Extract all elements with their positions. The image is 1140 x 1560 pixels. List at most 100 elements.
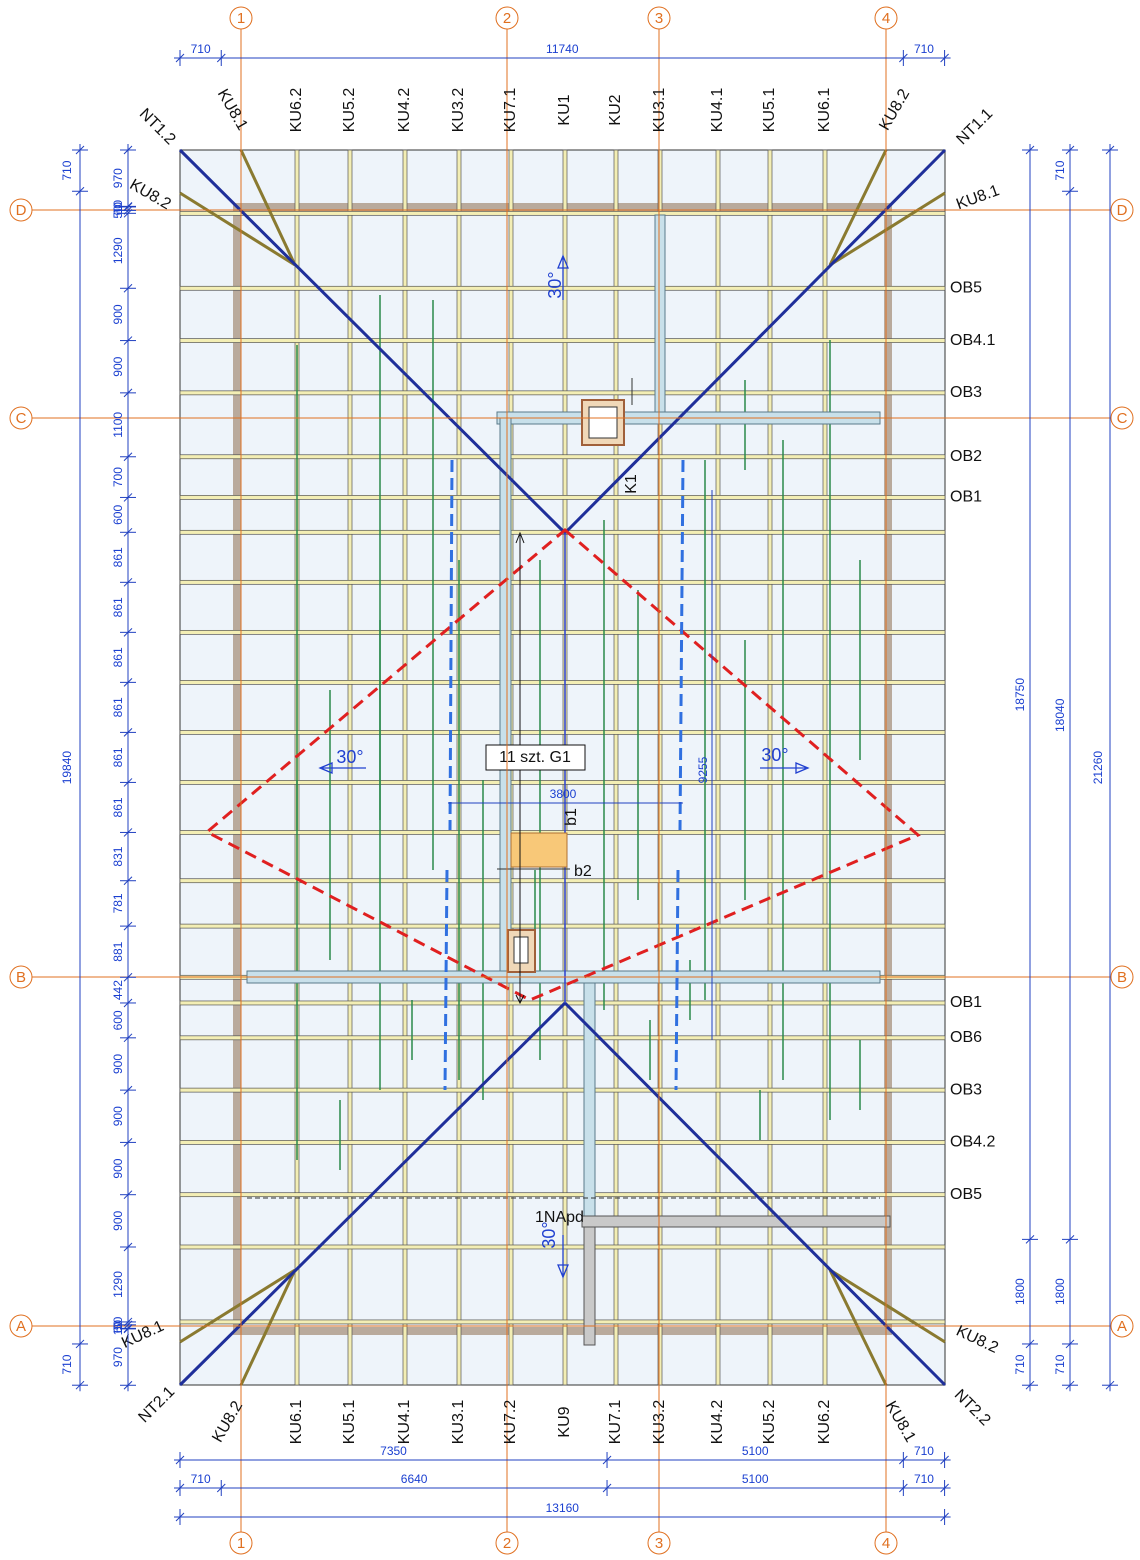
dim-text: 710 xyxy=(60,160,74,180)
wall xyxy=(583,1226,596,1346)
rafter xyxy=(822,149,828,1386)
purlin-label: OB4.2 xyxy=(950,1134,995,1151)
dim-text: 19840 xyxy=(60,751,74,785)
rafter xyxy=(657,149,663,1386)
dim-text: 710 xyxy=(1053,1354,1067,1374)
dim-text: 710 xyxy=(1013,1354,1027,1374)
dim-text: 710 xyxy=(914,1444,934,1458)
axis-bubble xyxy=(874,6,898,30)
dim-text: 10 xyxy=(111,200,125,214)
dim-text: 600 xyxy=(111,1010,125,1030)
hip xyxy=(178,148,567,535)
dash xyxy=(678,459,685,831)
dim-text: 900 xyxy=(111,1106,125,1126)
dim-text: 1800 xyxy=(1013,1278,1027,1305)
dim-text: 710 xyxy=(914,1472,934,1486)
axis-label: 2 xyxy=(503,1535,511,1552)
dim-text: 11740 xyxy=(546,42,579,56)
dim-text: 442 xyxy=(111,980,125,1000)
beam xyxy=(499,417,512,976)
dim-text: 60 xyxy=(111,202,125,216)
diamond xyxy=(204,528,921,1002)
rafter-label: KU7.2 xyxy=(502,1400,519,1445)
dim-text: 710 xyxy=(1053,160,1067,180)
dim-text: 1290 xyxy=(111,237,125,264)
jack-rafter xyxy=(829,191,946,267)
walls-lower xyxy=(581,1215,891,1346)
axis-label: D xyxy=(1117,202,1128,219)
batten xyxy=(179,780,946,785)
batten xyxy=(179,629,946,635)
batten xyxy=(179,1140,946,1145)
beam-label: 11 szt. G1 xyxy=(499,749,571,766)
slope-label: 30° xyxy=(761,745,788,765)
batten xyxy=(179,730,946,735)
dim-text: 861 xyxy=(111,697,125,717)
dim-text: 831 xyxy=(111,846,125,866)
dim-text: 50 xyxy=(111,205,125,219)
rafter-label: KU4.2 xyxy=(709,1400,726,1445)
axis-label: 2 xyxy=(503,10,511,27)
jack-label: KU8.2 xyxy=(127,176,174,213)
purlin-label: OB3 xyxy=(950,384,982,401)
batten xyxy=(179,338,946,343)
dim-text: 970 xyxy=(111,168,125,188)
arrow-heads xyxy=(515,531,525,1005)
wall xyxy=(581,1215,891,1228)
batten xyxy=(179,579,946,585)
dim-text: 5100 xyxy=(742,1472,769,1486)
rafter-label: KU4.1 xyxy=(709,88,726,133)
dim-text: 1100 xyxy=(111,412,125,438)
rafter-label: KU8.1 xyxy=(214,86,251,133)
dim-text: 710 xyxy=(914,42,934,56)
slope-arrow xyxy=(318,762,366,774)
dim-text: 900 xyxy=(111,304,125,324)
batten xyxy=(179,923,946,929)
axis-bubble xyxy=(1110,406,1134,430)
axis-bubble xyxy=(1110,965,1134,989)
axis-bubble xyxy=(1110,198,1134,222)
axis-label: B xyxy=(1117,969,1127,986)
rafter-label: KU6.2 xyxy=(288,88,305,133)
dim-text: 6640 xyxy=(401,1472,428,1486)
dim-text: 900 xyxy=(111,1211,125,1231)
rafter-label: KU3.1 xyxy=(450,1400,467,1445)
axis-bubble xyxy=(647,6,671,30)
slope-arrow xyxy=(760,762,810,774)
dim-text: 861 xyxy=(111,547,125,567)
rafter-label: KU4.1 xyxy=(396,1400,413,1445)
axis-bubble xyxy=(229,1531,253,1555)
batten xyxy=(179,680,946,685)
k1-label: K1 xyxy=(623,474,640,494)
rafter-label: KU6.1 xyxy=(288,1400,305,1445)
dim-text: 1800 xyxy=(1053,1278,1067,1305)
dim-text: 60 xyxy=(111,1320,125,1334)
dim-text: 10 xyxy=(111,1322,125,1336)
jack-rafter xyxy=(828,149,888,266)
jack-rafter xyxy=(828,1269,888,1386)
dim-text: 710 xyxy=(60,1354,74,1374)
rafter-label: KU9 xyxy=(556,1406,573,1437)
axis-label: B xyxy=(16,969,26,986)
hip xyxy=(178,1001,567,1387)
slope-label: 30° xyxy=(539,1221,559,1248)
dim-text: 861 xyxy=(111,747,125,767)
rafter xyxy=(402,149,408,1386)
beam xyxy=(654,214,666,413)
wall xyxy=(233,203,892,1335)
purlin-label: OB4.1 xyxy=(950,332,995,349)
axis-label: 3 xyxy=(655,1535,663,1552)
purlin-label: OB1 xyxy=(950,489,982,506)
axis-label: C xyxy=(1117,410,1128,427)
rafter-label: KU4.2 xyxy=(396,88,413,133)
rafter-label: KU3.1 xyxy=(651,88,668,133)
axis-bubble xyxy=(9,1314,33,1338)
hip xyxy=(563,1001,947,1387)
height-label: 9255 xyxy=(696,756,710,783)
label-box xyxy=(485,744,586,771)
chimney-flue xyxy=(513,936,529,964)
axis-label: D xyxy=(16,202,27,219)
slope-label: 30° xyxy=(545,271,565,298)
dim-text: 7350 xyxy=(380,1444,407,1458)
